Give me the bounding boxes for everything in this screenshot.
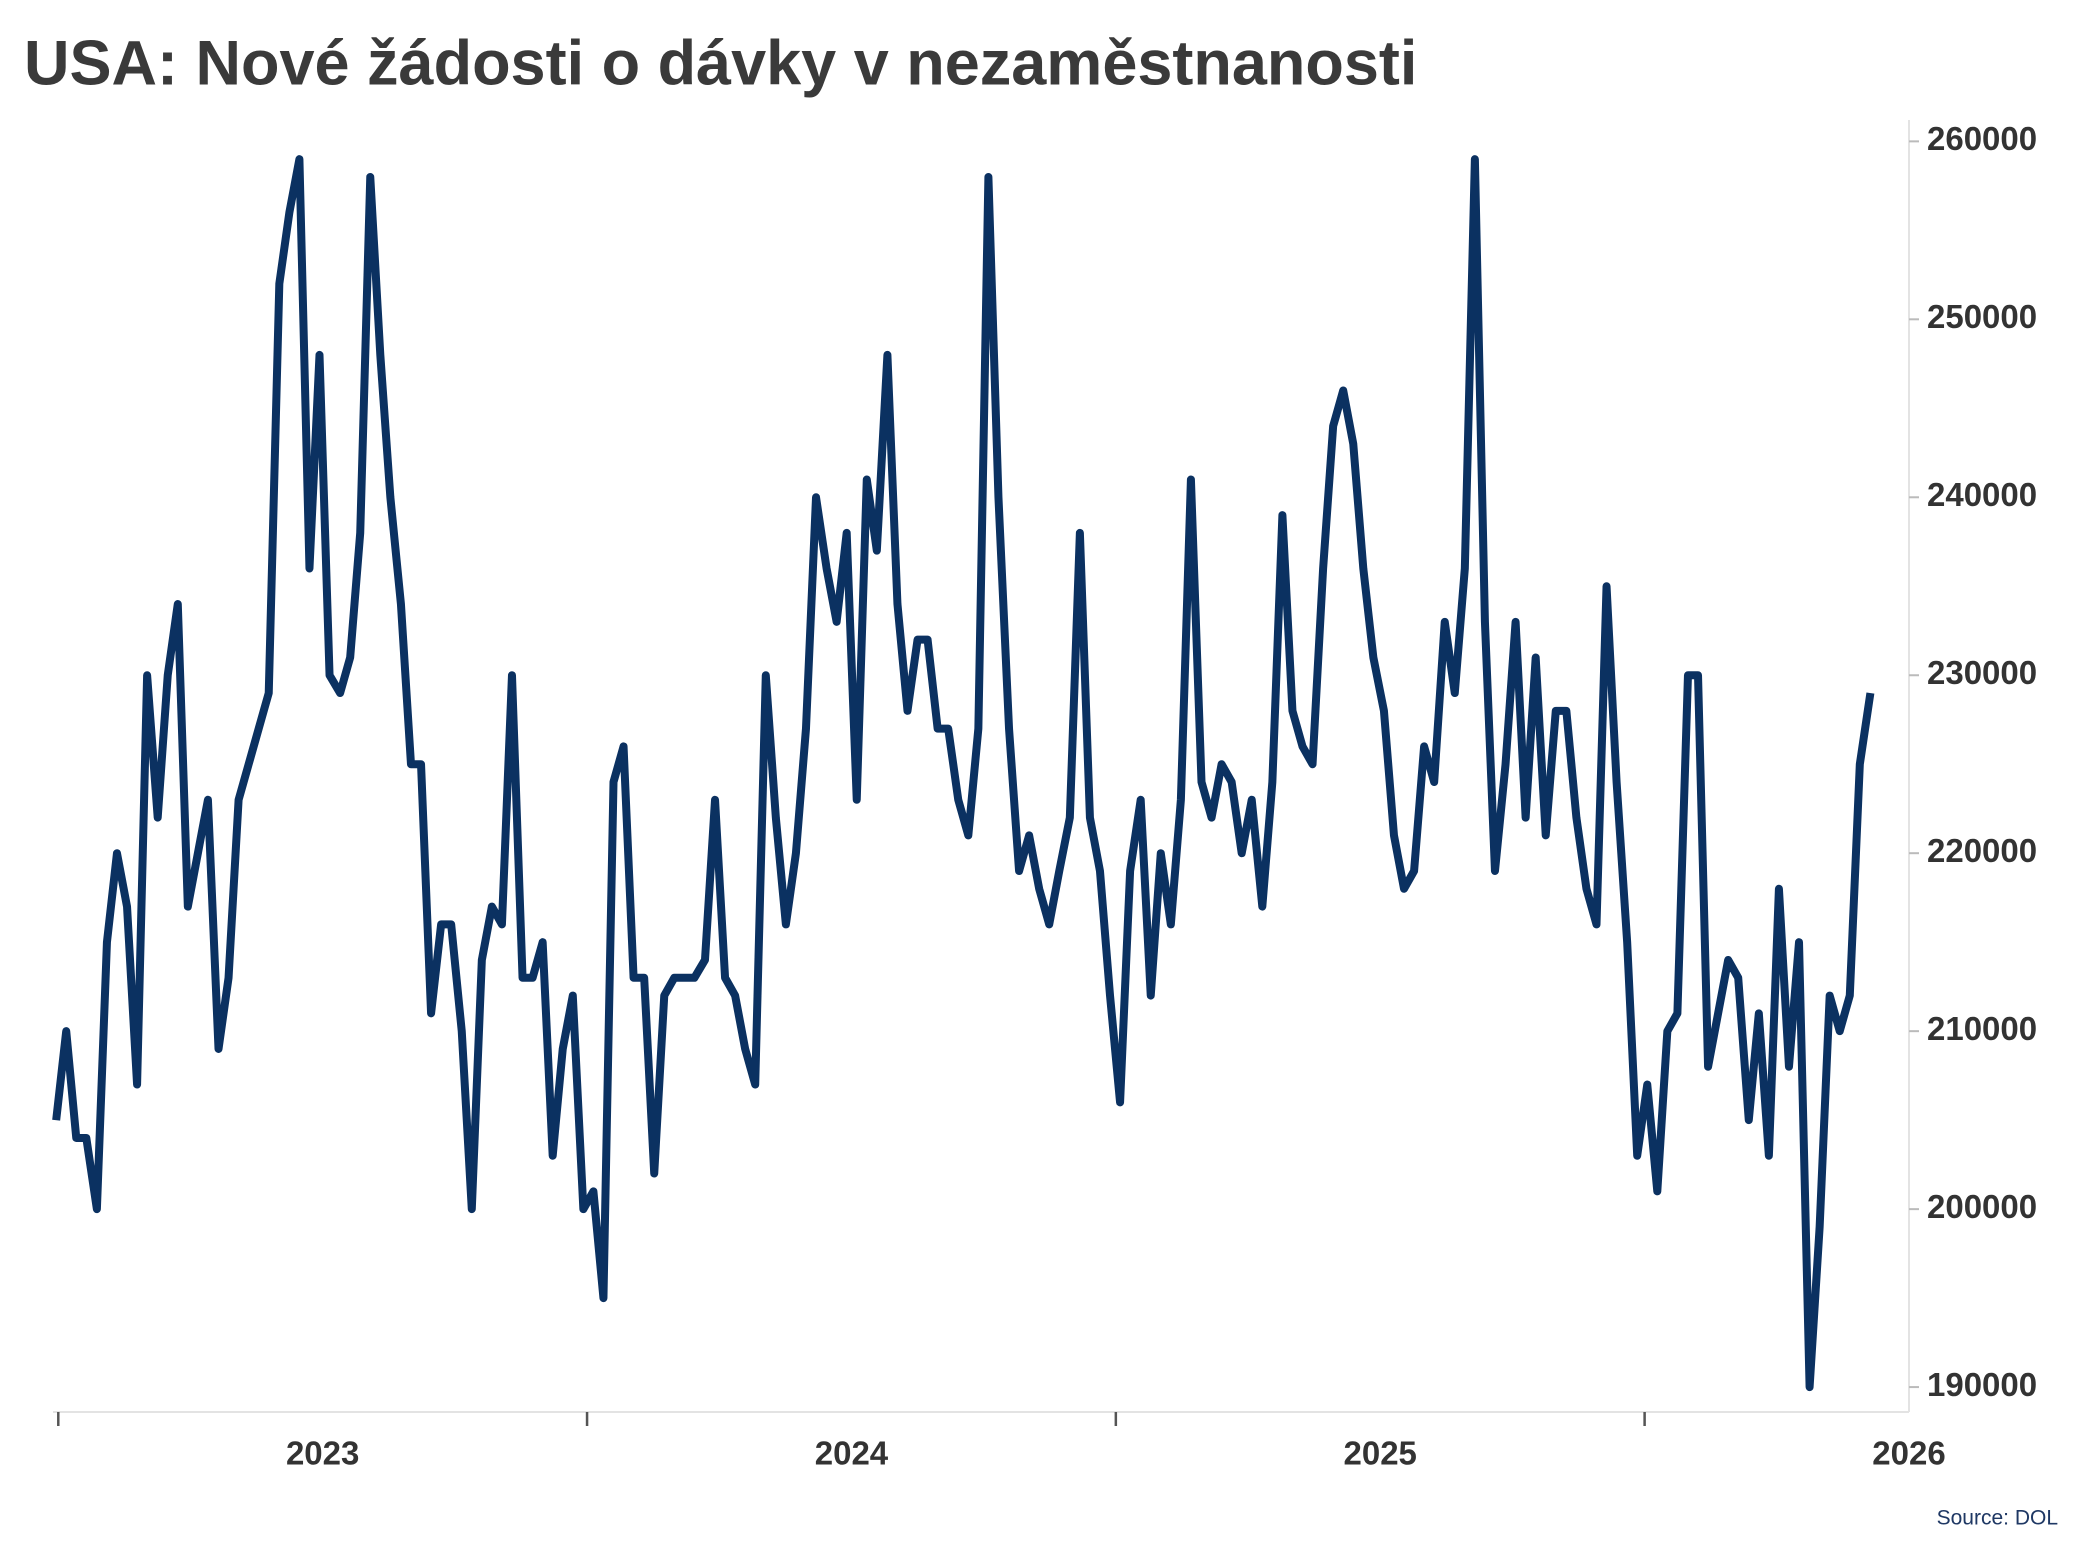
source: Source: DOL (1937, 1507, 2058, 1530)
y-tick-label: 200000 (1927, 1188, 2037, 1225)
y-tick-label: 240000 (1927, 476, 2037, 513)
x-tick-label: 2025 (1344, 1435, 1417, 1472)
chart-title: USA: Nové žádosti o dávky v nezaměstnano… (24, 29, 1417, 99)
x-tick-label: 2026 (1872, 1435, 1945, 1472)
x-tick-label: 2023 (286, 1435, 359, 1472)
y-tick-label: 220000 (1927, 832, 2037, 869)
y-tick-label: 210000 (1927, 1010, 2037, 1047)
y-tick-label: 250000 (1927, 298, 2037, 335)
data-line (52, 155, 1875, 1392)
y-tick-label: 230000 (1927, 654, 2037, 691)
x-tick-label: 2024 (815, 1435, 889, 1472)
y-tick-label: 260000 (1927, 120, 2037, 157)
y-tick-label: 190000 (1927, 1366, 2037, 1403)
